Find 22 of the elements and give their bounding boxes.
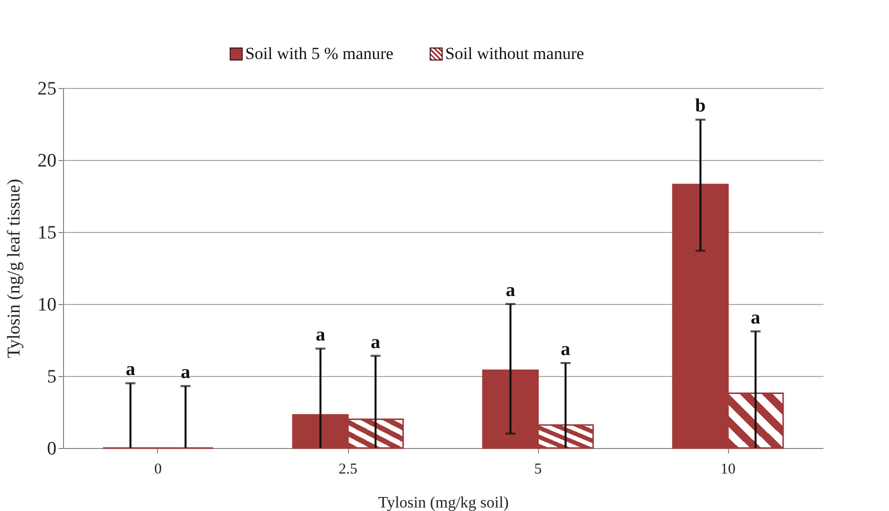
legend-label: Soil without manure (445, 44, 584, 63)
annotation: a (180, 362, 191, 384)
y-tick-label: 25 (38, 78, 56, 100)
y-tick-label: 10 (38, 294, 56, 316)
annotation: a (560, 339, 571, 360)
annotation: a (316, 324, 326, 346)
annotation: b (695, 96, 706, 117)
y-tick-label: 20 (38, 150, 56, 172)
annotation: a (370, 332, 381, 353)
x-tick-label: 0 (154, 462, 162, 478)
annotation: a (506, 280, 516, 301)
y-tick-label: 0 (47, 438, 56, 460)
x-axis-title: Tylosin (mg/kg soil) (378, 494, 509, 511)
annotation: a (126, 359, 136, 380)
y-tick-label: 15 (38, 222, 56, 244)
y-tick-label: 5 (47, 366, 56, 388)
x-tick-label: 2.5 (338, 462, 358, 478)
x-tick-label: 10 (720, 462, 736, 478)
x-tick-label: 5 (534, 462, 542, 478)
y-axis-title: Tylosin (ng/g leaf tissue) (4, 178, 24, 358)
annotation: a (750, 307, 761, 328)
legend-label: Soil with 5 % manure (245, 44, 394, 63)
